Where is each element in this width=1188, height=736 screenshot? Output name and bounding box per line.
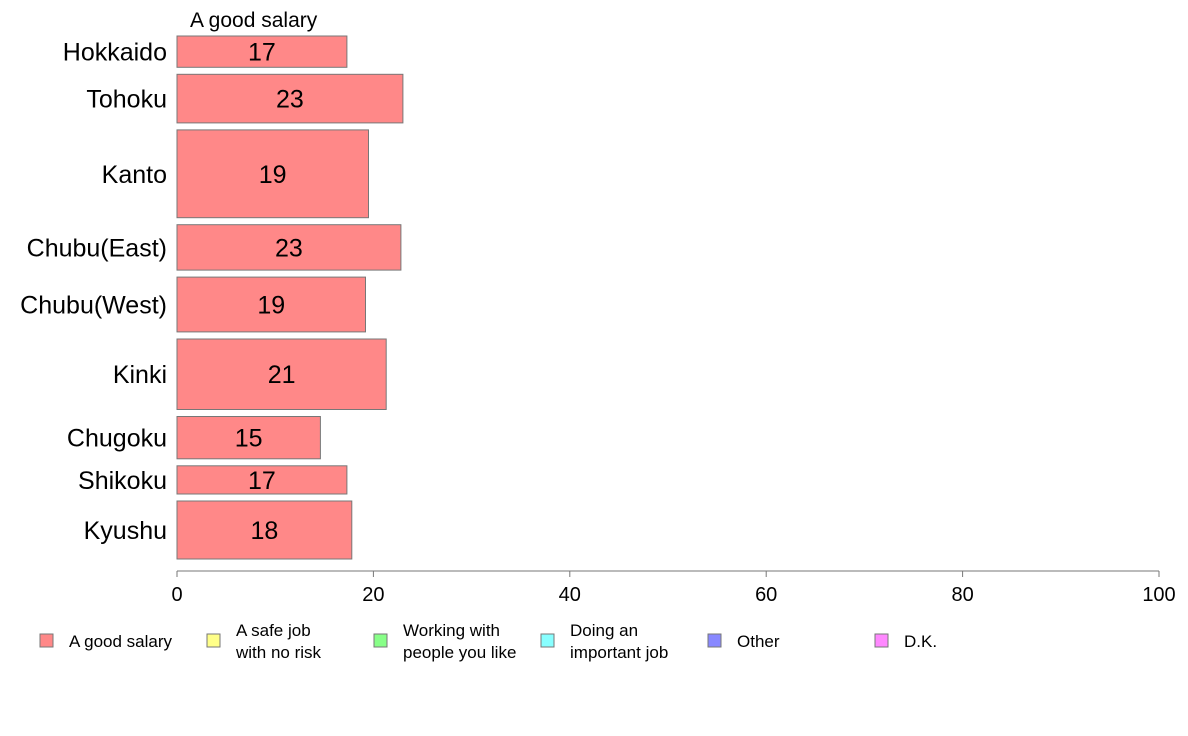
legend-item: A safe job with no risk <box>206 621 322 662</box>
legend-label: Working with <box>403 621 500 640</box>
legend-label: people you like <box>403 643 516 662</box>
legend-item: Doing an important job <box>540 621 668 662</box>
legend-label: important job <box>570 643 668 662</box>
bar-value-label: 18 <box>250 517 278 545</box>
legend-swatch <box>874 633 889 648</box>
legend-swatch <box>373 633 388 648</box>
x-tick-label: 20 <box>362 584 384 606</box>
bar-shikoku <box>176 465 348 495</box>
bar-kyushu <box>176 500 353 560</box>
bar-kanto <box>176 129 369 219</box>
legend-label: D.K. <box>904 632 937 651</box>
category-label: Tohoku <box>86 86 167 114</box>
legend-item: A good salary <box>39 632 173 651</box>
legend-item: D.K. <box>874 632 937 651</box>
legend: A good salary A safe job with no risk Worki… <box>39 621 937 662</box>
x-tick-label: 40 <box>559 584 581 606</box>
legend-label: A safe job <box>236 621 311 640</box>
bar-value-label: 23 <box>276 86 304 114</box>
legend-label: A good salary <box>69 632 173 651</box>
category-label: Kinki <box>113 361 167 389</box>
category-label: Chubu(East) <box>27 234 167 262</box>
bar-value-label: 19 <box>257 292 285 320</box>
category-label: Kyushu <box>84 517 167 545</box>
legend-item: Other <box>707 632 780 651</box>
bar-chubu-east- <box>176 224 402 271</box>
bar-chugoku <box>176 416 321 460</box>
chart-title: A good salary <box>190 9 318 32</box>
legend-swatch <box>707 633 722 648</box>
legend-swatch <box>39 633 54 648</box>
category-label: Shikoku <box>78 467 167 495</box>
x-tick-label: 60 <box>755 584 777 606</box>
bar-kinki <box>176 338 387 410</box>
category-label: Kanto <box>102 161 167 189</box>
legend-label: with no risk <box>235 643 322 662</box>
category-label: Hokkaido <box>63 39 167 67</box>
legend-swatch <box>540 633 555 648</box>
bar-value-label: 19 <box>259 161 287 189</box>
x-tick-label: 100 <box>1142 584 1175 606</box>
x-axis: 0 20 40 60 80 100 <box>171 570 1176 606</box>
bar-chubu-west- <box>176 276 366 333</box>
bar-value-label: 23 <box>275 234 303 262</box>
bar-tohoku <box>176 73 404 124</box>
bar-value-label: 21 <box>268 361 296 389</box>
legend-label: Doing an <box>570 621 638 640</box>
x-tick-label: 80 <box>951 584 973 606</box>
bar-value-label: 17 <box>248 39 276 67</box>
bar-value-label: 17 <box>248 467 276 495</box>
category-label: Chubu(West) <box>20 292 167 320</box>
bars-group: Hokkaido 17 Tohoku 23 Kanto 19 Chubu(East) 23 Ch… <box>20 35 404 560</box>
x-tick-label: 0 <box>171 584 182 606</box>
bar-value-label: 15 <box>235 425 263 453</box>
legend-swatch <box>206 633 221 648</box>
legend-label: Other <box>737 632 780 651</box>
legend-item: Working with people you like <box>373 621 516 662</box>
category-label: Chugoku <box>67 425 167 453</box>
bar-hokkaido <box>176 35 348 68</box>
